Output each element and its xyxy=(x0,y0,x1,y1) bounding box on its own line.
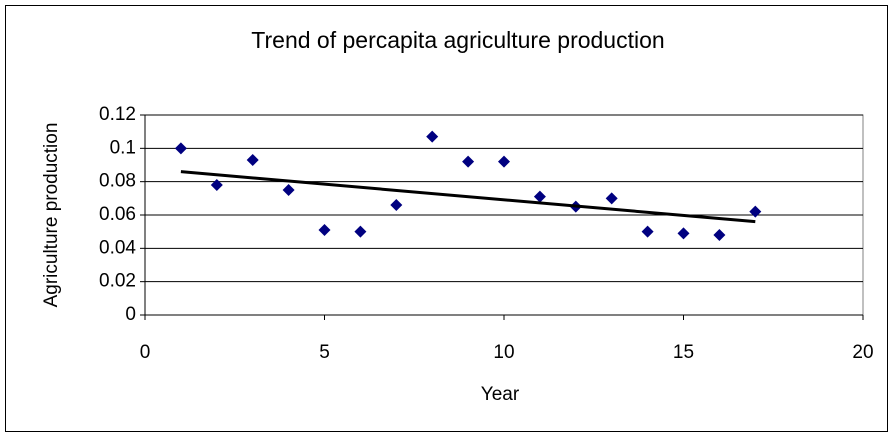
scatter-point xyxy=(605,192,618,205)
scatter-point xyxy=(749,205,762,218)
x-tick-label: 0 xyxy=(140,342,151,363)
chart-title: Trend of percapita agriculture productio… xyxy=(251,27,664,53)
scatter-point xyxy=(426,130,439,143)
scatter-point xyxy=(498,155,510,168)
y-tick-label: 0.06 xyxy=(99,204,136,225)
scatter-point xyxy=(533,190,546,203)
scatter-point xyxy=(354,225,367,238)
trend-line xyxy=(180,170,756,224)
scatter-point xyxy=(174,142,187,155)
scatter-point xyxy=(210,179,223,191)
scatter-point xyxy=(390,199,403,211)
scatter-point xyxy=(641,225,654,238)
y-tick-label: 0.08 xyxy=(99,171,136,192)
scatter-point xyxy=(713,229,726,241)
scatter-point xyxy=(246,154,259,166)
y-tick-label: 0.1 xyxy=(110,137,136,158)
y-tick-label: 0.02 xyxy=(99,271,136,292)
y-axis-label: Agriculture production xyxy=(41,123,62,308)
x-tick-label: 20 xyxy=(852,342,873,363)
x-tick-label: 10 xyxy=(493,342,514,363)
y-tick-label: 0.04 xyxy=(99,237,136,258)
x-axis-label: Year xyxy=(481,384,520,405)
scatter-point xyxy=(318,224,331,236)
scatter-point xyxy=(282,184,295,196)
scatter-point xyxy=(462,155,475,168)
y-tick-label: 0.12 xyxy=(99,104,136,125)
x-tick-label: 15 xyxy=(673,342,694,363)
scatter-point xyxy=(677,227,690,240)
y-tick-label: 0 xyxy=(125,304,136,325)
x-tick-label: 5 xyxy=(319,342,330,363)
